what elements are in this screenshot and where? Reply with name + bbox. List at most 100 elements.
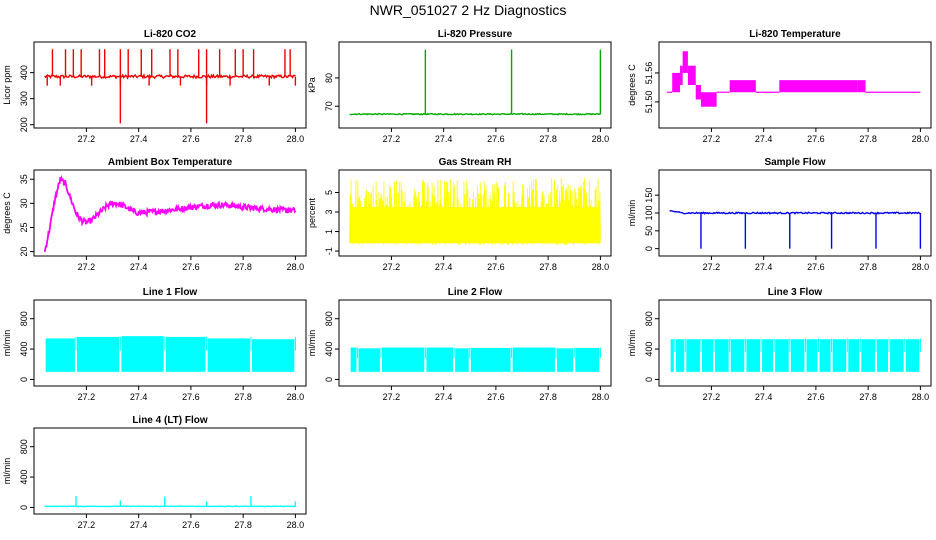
plot-frame (338, 299, 612, 387)
y-tick-label: 30 (19, 198, 29, 208)
y-tick-label: 800 (19, 311, 29, 326)
flow-block (806, 339, 818, 372)
y-tick-label: 51.50 (644, 91, 654, 114)
x-tick-label: 28.0 (287, 262, 305, 272)
step-block (672, 72, 681, 93)
y-tick-label: 400 (19, 65, 29, 80)
x-tick-label: 27.8 (234, 392, 252, 402)
chart-pressure: Li-820 Pressure kPa 27.2 27.4 27.6 27.8 28.0 70… (307, 29, 612, 144)
step-block (729, 80, 756, 93)
flow-block (790, 339, 805, 372)
plot-frame (658, 41, 932, 129)
x-tick-label: 27.2 (703, 134, 721, 144)
flow-block (861, 339, 875, 372)
y-axis-label: ml/min (2, 330, 12, 357)
plot-frame (33, 41, 307, 129)
flow-block (702, 339, 713, 372)
x-tick-label: 27.2 (383, 262, 401, 272)
y-tick-label: 1 (324, 229, 334, 234)
y-tick-label: 400 (19, 342, 29, 357)
panel-ambient: Ambient Box Temperature degrees C 27.2 27.4… (0, 152, 310, 282)
y-axis-label: Licor ppm (2, 65, 12, 105)
chart-title: Li-820 CO2 (144, 29, 197, 40)
panel-li820-temp: Li-820 Temperature degrees C 27.2 27.4 27.6 2… (625, 24, 935, 154)
flow-block (470, 347, 511, 372)
x-tick-label: 28.0 (287, 134, 305, 144)
chart-title: Line 4 (LT) Flow (132, 415, 208, 426)
y-tick-label: 51.56 (644, 62, 654, 85)
y-tick-label: 400 (324, 342, 334, 357)
y-tick-label: 200 (19, 117, 29, 132)
y-tick-label: 20 (19, 247, 29, 257)
flow-block (877, 339, 888, 372)
chart-title: Line 1 Flow (143, 287, 198, 298)
step-block (695, 85, 701, 100)
x-tick-label: 27.4 (130, 520, 148, 530)
panel-pressure: Li-820 Pressure kPa 27.2 27.4 27.6 27.8 28.0 70… (305, 24, 615, 154)
chart-co2: Li-820 CO2 Licor ppm 27.2 27.4 27.6 27.8 28.0 2… (2, 29, 307, 144)
x-tick-label: 27.6 (807, 392, 825, 402)
x-tick-label: 27.8 (859, 392, 877, 402)
flow-block (382, 347, 425, 372)
flow-block (686, 339, 700, 372)
chart-sample-flow: Sample Flow ml/min 27.2 27.4 27.6 27.8 28.0 0 50… (627, 157, 932, 272)
x-tick-label: 27.4 (435, 134, 453, 144)
step-block (779, 80, 858, 93)
y-axis-label: kPa (307, 77, 317, 93)
chart-li820-temp: Li-820 Temperature degrees C 27.2 27.4 27.6 2… (627, 29, 932, 144)
y-tick-label: 800 (324, 311, 334, 326)
y-tick-label: 3 (324, 210, 334, 215)
flow-block (45, 338, 75, 372)
flow-block (775, 339, 789, 372)
step-block (687, 65, 696, 85)
x-tick-label: 28.0 (912, 392, 930, 402)
y-tick-label: 150 (644, 188, 654, 203)
x-tick-label: 28.0 (912, 134, 930, 144)
plot-frame (658, 299, 932, 387)
plot-frame (33, 299, 307, 387)
y-axis-label: ml/min (2, 458, 12, 485)
y-axis-label: ml/min (627, 330, 637, 357)
chart-title: Line 2 Flow (448, 287, 503, 298)
x-tick-label: 27.8 (859, 262, 877, 272)
flow-block (165, 336, 206, 372)
y-tick-label: 25 (19, 222, 29, 232)
step-block (857, 80, 866, 93)
plot-frame (33, 427, 307, 515)
x-tick-label: 27.2 (703, 262, 721, 272)
series-line (43, 174, 297, 253)
panel-co2: Li-820 CO2 Licor ppm 27.2 27.4 27.6 27.8 28.0 2… (0, 24, 310, 154)
x-tick-label: 27.4 (755, 262, 773, 272)
flow-block (819, 339, 831, 372)
y-tick-label: 70 (324, 101, 334, 111)
flow-block (890, 339, 904, 372)
x-tick-label: 27.6 (807, 262, 825, 272)
y-tick-label: 0 (644, 246, 654, 251)
flow-block (350, 347, 357, 372)
x-tick-label: 27.4 (755, 392, 773, 402)
y-tick-label: 5 (324, 190, 334, 195)
flow-block (426, 347, 454, 372)
panel-sample-flow: Sample Flow ml/min 27.2 27.4 27.6 27.8 28.0 0 50… (625, 152, 935, 282)
y-tick-label: 0 (644, 377, 654, 382)
panel-line3: Line 3 Flow ml/min 27.2 27.4 27.6 27.8 28.0 0 40… (625, 282, 935, 412)
y-tick-label: 400 (644, 342, 654, 357)
flow-block (252, 339, 295, 372)
y-axis-label: percent (307, 197, 317, 228)
flow-block (730, 339, 745, 372)
flow-block (512, 347, 555, 372)
flow-block (746, 339, 760, 372)
x-tick-label: 27.8 (234, 262, 252, 272)
x-tick-label: 27.8 (539, 262, 557, 272)
flow-block (675, 339, 685, 372)
y-tick-label: 100 (644, 205, 654, 220)
x-tick-label: 28.0 (287, 392, 305, 402)
step-block (680, 65, 683, 85)
flow-block (715, 339, 729, 372)
panel-line4: Line 4 (LT) Flow ml/min 27.2 27.4 27.6 27.8 28… (0, 410, 310, 540)
x-tick-label: 27.6 (182, 392, 200, 402)
chart-line2: Line 2 Flow ml/min 27.2 27.4 27.6 27.8 28.0 0 40… (307, 287, 612, 402)
chart-title: Line 3 Flow (768, 287, 823, 298)
chart-line4: Line 4 (LT) Flow ml/min 27.2 27.4 27.6 27.8 28… (2, 415, 307, 530)
y-tick-label: 0 (19, 505, 29, 510)
